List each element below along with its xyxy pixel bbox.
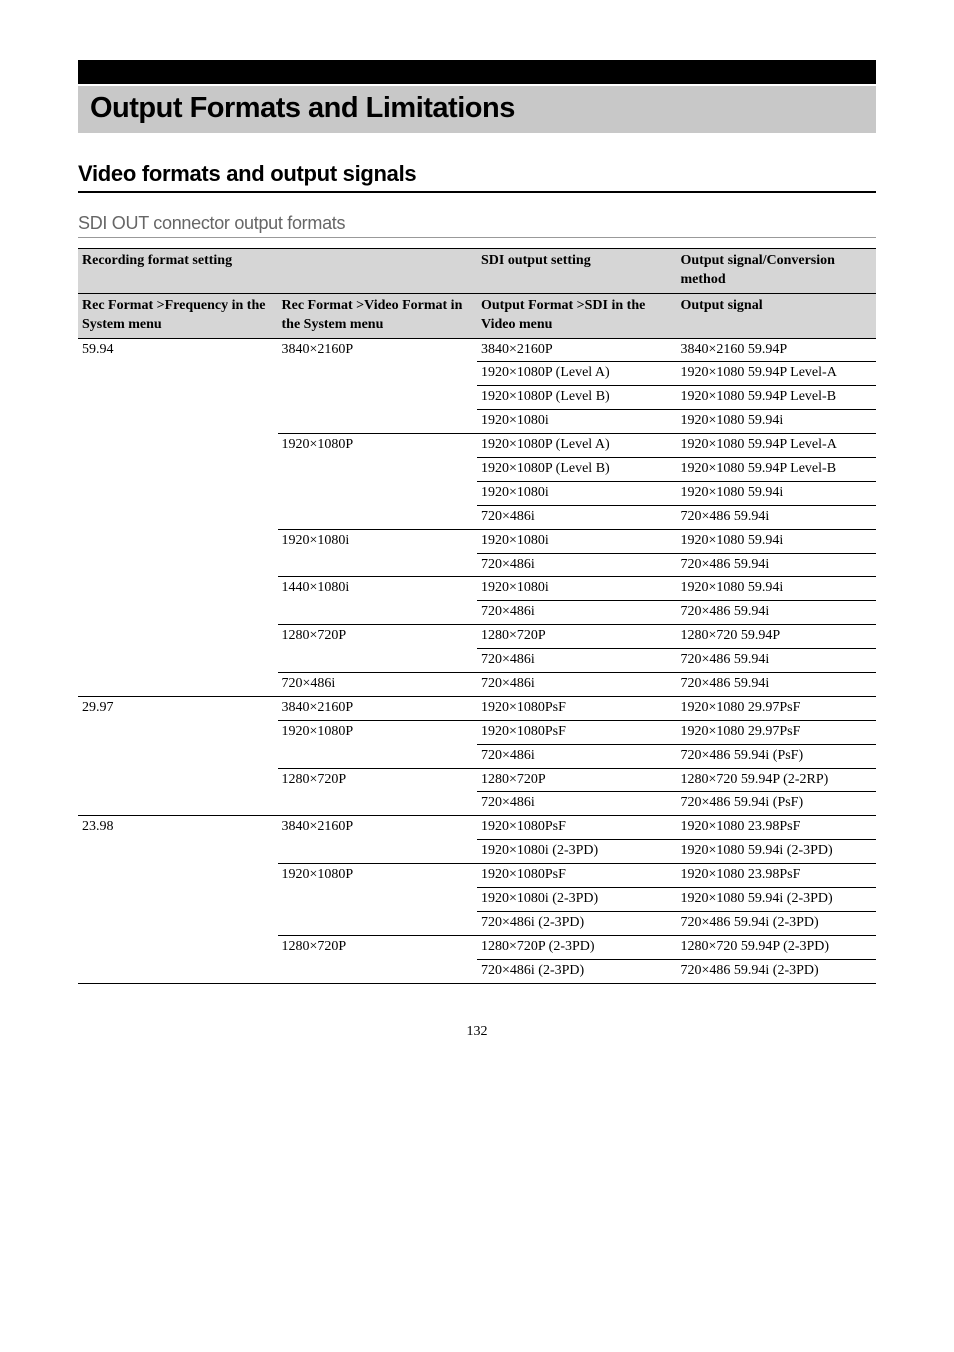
sdi-out-formats-table: Recording format settingSDI output setti… xyxy=(78,248,876,984)
table-row: 59.943840×2160P3840×2160P3840×2160 59.94… xyxy=(78,338,876,362)
cell-output-signal: 1920×1080 59.94P Level-A xyxy=(677,434,877,458)
title-gray-bar: Output Formats and Limitations xyxy=(78,86,876,133)
cell-output-signal: 720×486 59.94i xyxy=(677,649,877,673)
cell-output-signal: 1920×1080 29.97PsF xyxy=(677,720,877,744)
cell-output-signal: 1920×1080 59.94i xyxy=(677,410,877,434)
cell-output-signal: 720×486 59.94i xyxy=(677,673,877,697)
cell-output-signal: 720×486 59.94i (2-3PD) xyxy=(677,959,877,983)
cell-frequency: 29.97 xyxy=(78,696,278,815)
header-output-format-sdi: Output Format >SDI in the Video menu xyxy=(477,293,677,338)
cell-sdi-output: 1920×1080PsF xyxy=(477,696,677,720)
table-row: 29.973840×2160P1920×1080PsF1920×1080 29.… xyxy=(78,696,876,720)
cell-video-format: 1920×1080P xyxy=(278,864,478,936)
section-heading: Video formats and output signals xyxy=(78,161,876,193)
cell-output-signal: 1920×1080 59.94i xyxy=(677,529,877,553)
cell-output-signal: 1280×720 59.94P (2-3PD) xyxy=(677,935,877,959)
title-black-bar xyxy=(78,60,876,84)
cell-sdi-output: 720×486i xyxy=(477,601,677,625)
cell-video-format: 1440×1080i xyxy=(278,577,478,625)
cell-video-format: 1920×1080P xyxy=(278,720,478,768)
page-title: Output Formats and Limitations xyxy=(90,92,864,125)
cell-sdi-output: 720×486i xyxy=(477,505,677,529)
cell-sdi-output: 3840×2160P xyxy=(477,338,677,362)
page-number: 132 xyxy=(78,1024,876,1040)
cell-output-signal: 3840×2160 59.94P xyxy=(677,338,877,362)
cell-output-signal: 720×486 59.94i (PsF) xyxy=(677,792,877,816)
cell-output-signal: 1920×1080 23.98PsF xyxy=(677,816,877,840)
cell-sdi-output: 1920×1080PsF xyxy=(477,720,677,744)
cell-output-signal: 1280×720 59.94P xyxy=(677,625,877,649)
cell-video-format: 1920×1080P xyxy=(278,434,478,530)
cell-sdi-output: 1920×1080i xyxy=(477,481,677,505)
cell-sdi-output: 720×486i xyxy=(477,649,677,673)
cell-output-signal: 1920×1080 59.94i (2-3PD) xyxy=(677,840,877,864)
cell-sdi-output: 1280×720P (2-3PD) xyxy=(477,935,677,959)
cell-frequency: 59.94 xyxy=(78,338,278,696)
cell-sdi-output: 1920×1080i xyxy=(477,529,677,553)
cell-video-format: 1280×720P xyxy=(278,625,478,673)
table-row: 23.983840×2160P1920×1080PsF1920×1080 23.… xyxy=(78,816,876,840)
cell-sdi-output: 1920×1080P (Level B) xyxy=(477,458,677,482)
header-rec-format-frequency: Rec Format >Frequency in the System menu xyxy=(78,293,278,338)
cell-sdi-output: 1920×1080i (2-3PD) xyxy=(477,888,677,912)
cell-video-format: 3840×2160P xyxy=(278,696,478,720)
cell-output-signal: 1920×1080 23.98PsF xyxy=(677,864,877,888)
header-rec-format-video: Rec Format >Video Format in the System m… xyxy=(278,293,478,338)
cell-video-format: 3840×2160P xyxy=(278,338,478,434)
cell-output-signal: 1920×1080 59.94P Level-A xyxy=(677,362,877,386)
cell-sdi-output: 720×486i (2-3PD) xyxy=(477,959,677,983)
cell-sdi-output: 1920×1080P (Level A) xyxy=(477,434,677,458)
cell-output-signal: 1920×1080 59.94i (2-3PD) xyxy=(677,888,877,912)
cell-sdi-output: 1920×1080i (2-3PD) xyxy=(477,840,677,864)
cell-output-signal: 720×486 59.94i (PsF) xyxy=(677,744,877,768)
cell-video-format: 1920×1080i xyxy=(278,529,478,577)
cell-video-format: 1280×720P xyxy=(278,935,478,983)
cell-sdi-output: 720×486i xyxy=(477,553,677,577)
cell-video-format: 1280×720P xyxy=(278,768,478,816)
cell-output-signal: 1920×1080 59.94i xyxy=(677,481,877,505)
cell-sdi-output: 720×486i xyxy=(477,673,677,697)
cell-output-signal: 1920×1080 59.94P Level-B xyxy=(677,458,877,482)
cell-output-signal: 720×486 59.94i xyxy=(677,601,877,625)
cell-output-signal: 1920×1080 59.94i xyxy=(677,577,877,601)
cell-video-format: 720×486i xyxy=(278,673,478,697)
cell-output-signal: 720×486 59.94i (2-3PD) xyxy=(677,911,877,935)
cell-output-signal: 720×486 59.94i xyxy=(677,505,877,529)
cell-sdi-output: 720×486i (2-3PD) xyxy=(477,911,677,935)
cell-output-signal: 720×486 59.94i xyxy=(677,553,877,577)
header-output-signal: Output signal xyxy=(677,293,877,338)
header-sdi-output-setting: SDI output setting xyxy=(477,249,677,294)
cell-sdi-output: 1920×1080P (Level B) xyxy=(477,386,677,410)
cell-output-signal: 1280×720 59.94P (2-2RP) xyxy=(677,768,877,792)
cell-sdi-output: 1920×1080PsF xyxy=(477,816,677,840)
subsection-heading: SDI OUT connector output formats xyxy=(78,213,876,238)
cell-sdi-output: 1280×720P xyxy=(477,768,677,792)
cell-sdi-output: 720×486i xyxy=(477,792,677,816)
cell-sdi-output: 1920×1080i xyxy=(477,410,677,434)
cell-sdi-output: 1920×1080i xyxy=(477,577,677,601)
cell-sdi-output: 1920×1080P (Level A) xyxy=(477,362,677,386)
cell-video-format: 3840×2160P xyxy=(278,816,478,864)
cell-output-signal: 1920×1080 29.97PsF xyxy=(677,696,877,720)
cell-output-signal: 1920×1080 59.94P Level-B xyxy=(677,386,877,410)
cell-sdi-output: 720×486i xyxy=(477,744,677,768)
header-output-signal-conversion: Output signal/Conversion method xyxy=(677,249,877,294)
header-recording-format-setting: Recording format setting xyxy=(78,249,477,294)
cell-frequency: 23.98 xyxy=(78,816,278,983)
cell-sdi-output: 1280×720P xyxy=(477,625,677,649)
cell-sdi-output: 1920×1080PsF xyxy=(477,864,677,888)
